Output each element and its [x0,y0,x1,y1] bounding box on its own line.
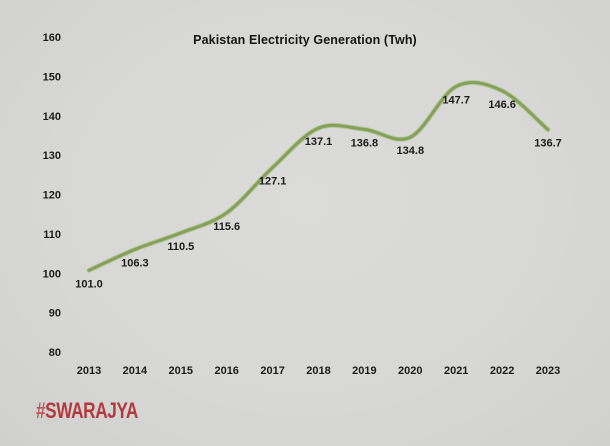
y-axis-tick-label: 100 [43,268,61,280]
x-axis-tick-label: 2022 [490,365,514,377]
x-axis-tick-label: 2020 [398,365,422,377]
x-axis-tick-label: 2015 [169,365,193,377]
swarajya-logo: #SWARAJYA [36,399,138,424]
data-point-label: 146.6 [488,99,516,111]
x-axis-tick-label: 2019 [352,365,376,377]
brand-name: SWARAJYA [45,399,138,424]
x-axis-tick-label: 2016 [214,365,238,377]
y-axis-tick-label: 120 [43,190,61,202]
y-axis-tick-label: 150 [43,71,61,83]
y-axis-tick-label: 160 [43,32,61,44]
x-axis-tick-label: 2014 [123,365,148,377]
y-axis-tick-label: 80 [49,347,61,359]
hash-icon: # [36,399,46,424]
data-point-label: 115.6 [213,221,240,233]
x-axis-tick-label: 2018 [306,365,330,377]
data-point-label: 127.1 [259,176,287,188]
x-axis-tick-label: 2021 [444,365,468,377]
data-point-label: 147.7 [442,94,470,106]
line-series [87,80,550,272]
x-axis-tick-label: 2013 [77,365,101,377]
data-point-label: 137.1 [305,136,333,148]
data-point-label: 106.3 [121,257,149,269]
y-axis-tick-label: 90 [49,308,61,320]
data-point-label: 136.7 [534,138,562,150]
y-axis-tick-label: 130 [43,150,61,162]
data-point-label: 101.0 [75,278,103,290]
y-axis-tick-label: 110 [43,229,61,241]
data-point-label: 136.8 [351,137,379,149]
chart-title: Pakistan Electricity Generation (Twh) [193,33,417,47]
data-point-label: 134.8 [397,145,425,157]
x-axis-tick-label: 2017 [260,365,284,377]
data-point-label: 110.5 [167,241,194,253]
x-axis-tick-label: 2023 [536,365,560,377]
y-axis-tick-label: 140 [43,111,61,123]
